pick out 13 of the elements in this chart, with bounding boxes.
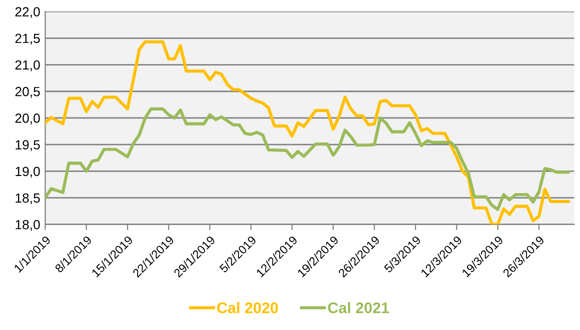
y-tick-label: 21,0 (15, 60, 40, 72)
y-tick-label: 19,5 (16, 140, 40, 152)
line-series (45, 107, 570, 212)
y-tick-label: 19,0 (16, 166, 40, 178)
y-tick-label: 20,0 (15, 114, 40, 124)
y-tick-label: 21,5 (15, 34, 40, 45)
y-tick-label: 18,0 (16, 220, 40, 231)
y-tick-label: 20,5 (15, 86, 40, 98)
y-tick-label: 18,5 (16, 193, 40, 204)
legend-label: Cal 2020 (217, 302, 278, 314)
y-tick-label: 22,0 (15, 7, 40, 18)
legend-label: Cal 2021 (328, 302, 390, 314)
line-series (45, 40, 570, 224)
